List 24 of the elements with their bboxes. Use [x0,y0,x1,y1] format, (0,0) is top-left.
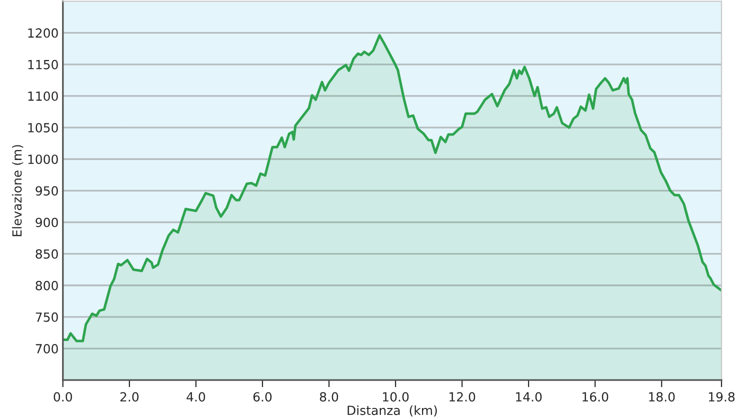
y-tick-label: 1000 [28,154,58,164]
y-tick-label: 800 [36,280,58,290]
x-tick-label: 18.0 [649,392,675,402]
y-axis-title: Elevazione (m) [12,145,24,236]
x-tick-label: 16.0 [582,392,608,402]
y-tick-label: 1150 [28,60,58,70]
x-tick-label: 12.0 [450,392,476,402]
y-tick-label: 750 [36,312,58,322]
y-tick-label: 1050 [28,123,58,132]
x-tick-label: 14.0 [516,392,542,402]
y-tick-label: 700 [36,344,58,354]
x-tick-label: 4.0 [186,392,206,402]
y-tick-label: 1100 [28,91,58,101]
x-tick-label: 19.8 [708,392,735,402]
x-axis-title: Distanza (km) [348,405,437,417]
x-tick-label: 0.0 [54,392,72,402]
x-tick-label: 2.0 [120,392,139,402]
x-tick-label: 10.0 [382,392,409,402]
y-tick-label: 950 [36,186,58,196]
y-tick-label: 1200 [28,28,58,38]
y-tick-label: 850 [36,249,58,259]
x-tick-label: 8.0 [320,392,338,402]
x-tick-label: 6.0 [253,392,272,402]
y-tick-label: 900 [36,218,58,228]
